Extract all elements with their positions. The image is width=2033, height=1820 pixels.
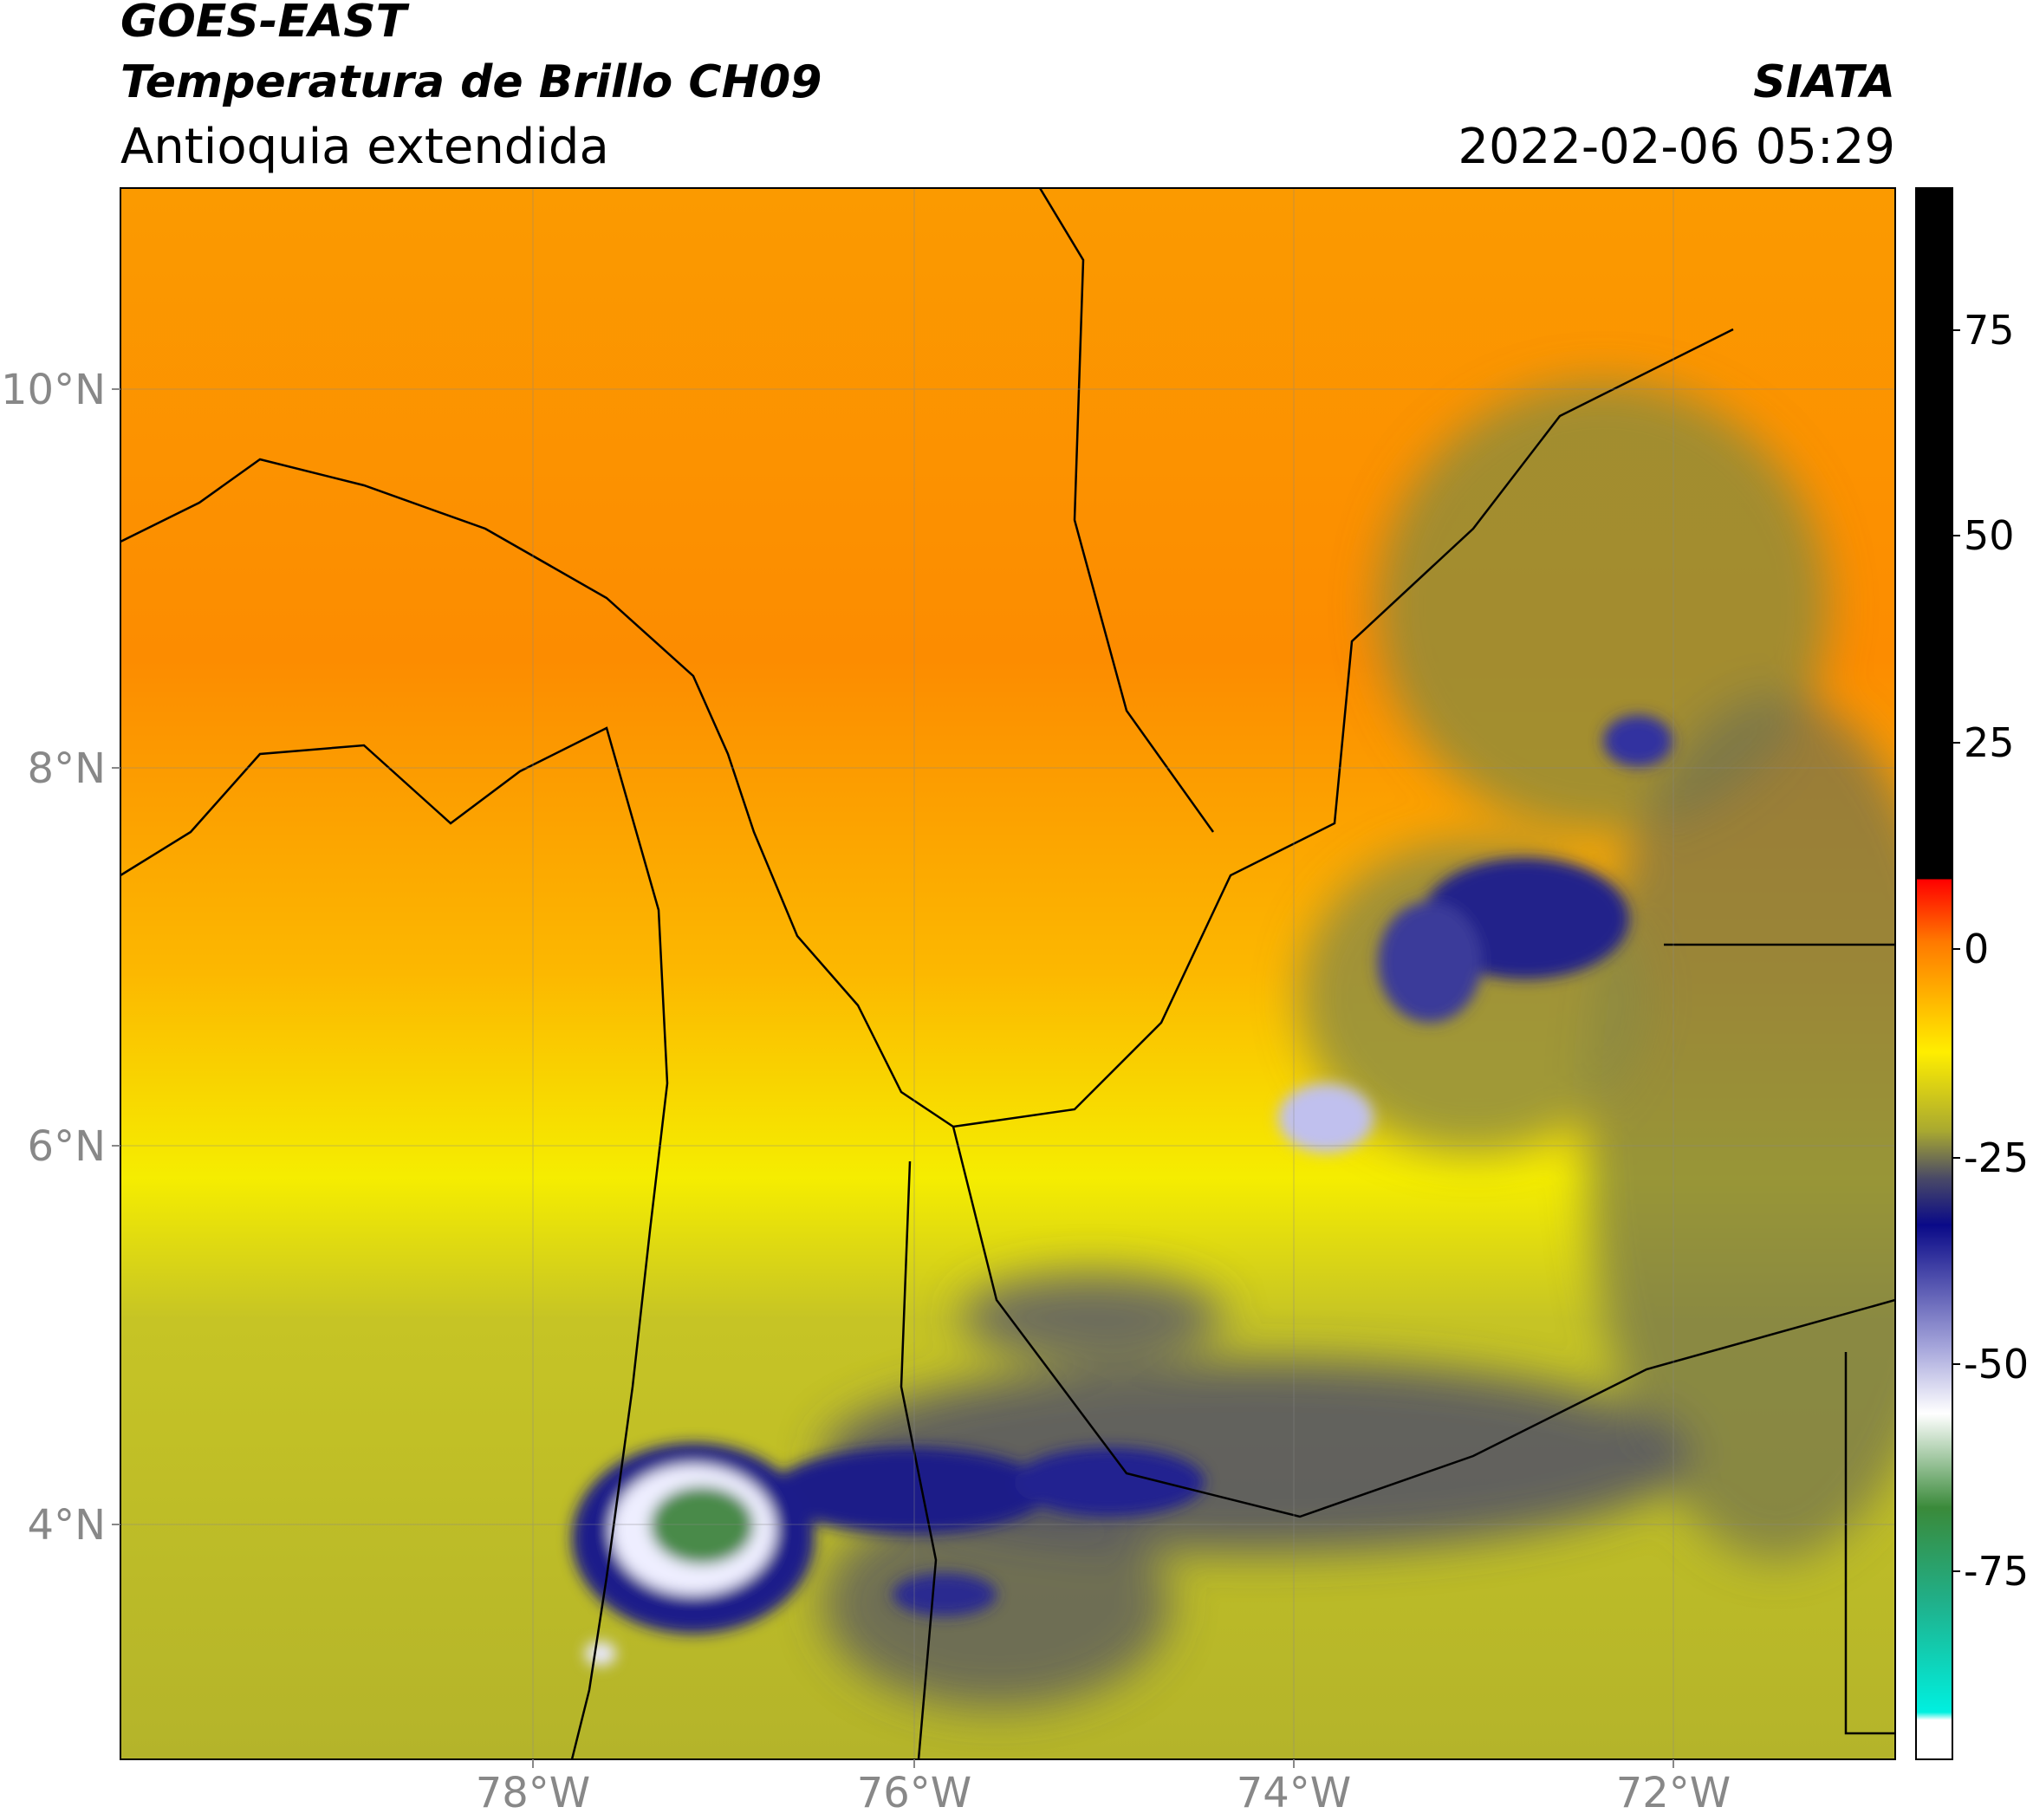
colorbar (1915, 187, 1953, 1760)
datetime: 2022-02-06 05:29 (1458, 119, 1895, 175)
lat-label: 4°N (28, 1501, 106, 1550)
colorbar-label: -25 (1964, 1134, 2029, 1181)
colorbar-label: 0 (1964, 926, 1989, 972)
source: SIATA (1753, 56, 1895, 108)
lon-label: 78°W (476, 1769, 591, 1817)
lon-label: 76°W (857, 1769, 972, 1817)
title: GOES-EAST (120, 0, 410, 48)
lat-label: 8°N (28, 744, 106, 793)
colorbar-label: 25 (1964, 719, 2015, 766)
region: Antioquia extendida (120, 119, 609, 175)
colorbar-label: -50 (1964, 1341, 2029, 1388)
colorbar-label: 50 (1964, 512, 2015, 559)
lat-label: 6°N (28, 1122, 106, 1171)
map (120, 188, 1895, 1759)
lat-label: 10°N (1, 366, 106, 414)
lon-label: 72°W (1616, 1769, 1731, 1817)
subtitle: Temperatura de Brillo CH09 (120, 56, 822, 108)
lon-label: 74°W (1237, 1769, 1352, 1817)
colorbar-label: 75 (1964, 307, 2015, 354)
colorbar-label: -75 (1964, 1548, 2029, 1595)
map-frame (120, 187, 1896, 1760)
